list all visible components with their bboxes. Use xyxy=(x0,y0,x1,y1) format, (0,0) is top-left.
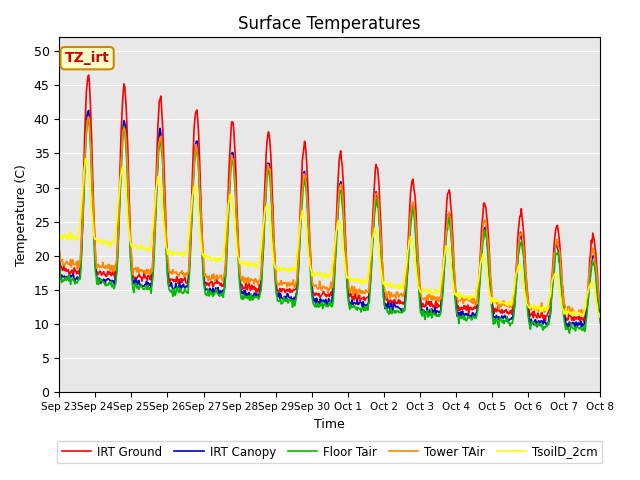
TsoilD_2cm xyxy=(396,283,404,289)
Floor Tair xyxy=(177,286,184,291)
Floor Tair xyxy=(65,272,73,278)
TsoilD_2cm xyxy=(177,251,184,256)
Line: Tower TAir: Tower TAir xyxy=(60,117,600,314)
IRT Ground xyxy=(396,298,404,303)
IRT Canopy xyxy=(65,278,73,284)
Floor Tair xyxy=(56,259,63,265)
TsoilD_2cm xyxy=(56,236,63,241)
Tower TAir xyxy=(177,270,184,276)
Floor Tair xyxy=(566,330,573,336)
IRT Canopy xyxy=(572,325,579,331)
Floor Tair xyxy=(596,321,604,326)
IRT Ground xyxy=(580,319,588,324)
IRT Ground xyxy=(177,276,184,282)
TsoilD_2cm xyxy=(596,314,604,320)
Text: TZ_irt: TZ_irt xyxy=(65,51,109,65)
Tower TAir xyxy=(412,223,420,229)
Line: TsoilD_2cm: TsoilD_2cm xyxy=(60,159,600,317)
IRT Canopy xyxy=(596,316,604,322)
Floor Tair xyxy=(412,241,420,247)
IRT Ground xyxy=(84,72,92,78)
Tower TAir xyxy=(122,131,129,137)
IRT Canopy xyxy=(84,108,92,113)
X-axis label: Time: Time xyxy=(314,418,345,431)
IRT Ground xyxy=(412,208,420,214)
Floor Tair xyxy=(84,119,92,125)
Legend: IRT Ground, IRT Canopy, Floor Tair, Tower TAir, TsoilD_2cm: IRT Ground, IRT Canopy, Floor Tair, Towe… xyxy=(57,441,602,463)
Line: IRT Canopy: IRT Canopy xyxy=(60,110,600,328)
Tower TAir xyxy=(84,114,92,120)
IRT Canopy xyxy=(412,235,420,240)
IRT Ground xyxy=(65,271,73,277)
IRT Ground xyxy=(596,310,604,316)
Y-axis label: Temperature (C): Temperature (C) xyxy=(15,164,28,266)
TsoilD_2cm xyxy=(412,266,420,272)
Line: IRT Ground: IRT Ground xyxy=(60,75,600,322)
Tower TAir xyxy=(596,305,604,311)
TsoilD_2cm xyxy=(82,156,90,162)
TsoilD_2cm xyxy=(205,255,213,261)
Tower TAir xyxy=(568,312,575,317)
TsoilD_2cm xyxy=(122,188,129,194)
Line: Floor Tair: Floor Tair xyxy=(60,122,600,333)
Tower TAir xyxy=(396,292,404,298)
Floor Tair xyxy=(205,293,213,299)
IRT Canopy xyxy=(122,124,129,130)
IRT Ground xyxy=(56,246,63,252)
Floor Tair xyxy=(396,309,404,315)
IRT Canopy xyxy=(177,286,184,292)
Title: Surface Temperatures: Surface Temperatures xyxy=(239,15,421,33)
IRT Canopy xyxy=(56,256,63,262)
Tower TAir xyxy=(65,260,73,266)
IRT Ground xyxy=(122,94,129,99)
IRT Canopy xyxy=(205,287,213,293)
TsoilD_2cm xyxy=(65,234,73,240)
IRT Canopy xyxy=(396,306,404,312)
Tower TAir xyxy=(205,273,213,279)
Tower TAir xyxy=(56,247,63,253)
Floor Tair xyxy=(122,136,129,142)
IRT Ground xyxy=(205,283,213,289)
